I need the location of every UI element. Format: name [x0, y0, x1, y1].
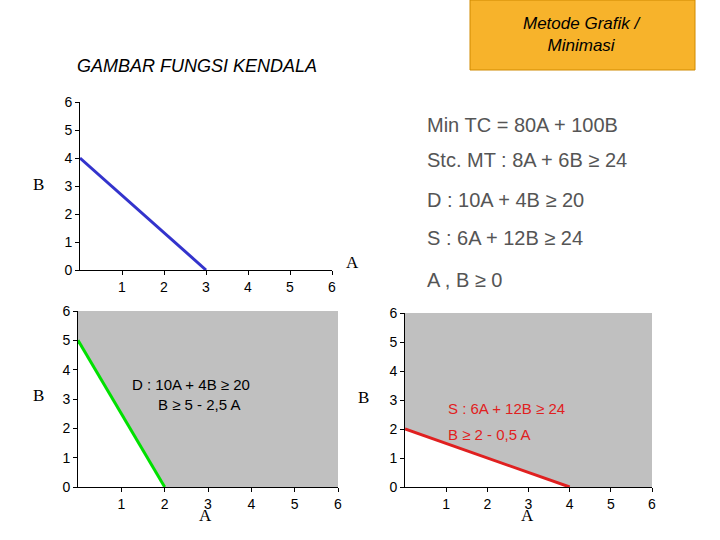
svg-text:2: 2	[62, 420, 70, 436]
svg-text:4: 4	[62, 362, 70, 378]
svg-text:6: 6	[328, 279, 336, 295]
svg-text:0: 0	[64, 262, 72, 278]
svg-text:Min TC = 80A + 100B: Min TC = 80A + 100B	[427, 114, 618, 136]
svg-text:4: 4	[247, 496, 255, 512]
svg-text:A: A	[199, 506, 212, 525]
svg-text:A: A	[346, 253, 359, 272]
svg-text:A: A	[521, 506, 534, 525]
svg-text:3: 3	[525, 496, 533, 512]
svg-text:5: 5	[291, 496, 299, 512]
svg-text:D : 10A + 4B ≥ 20: D : 10A + 4B ≥ 20	[132, 376, 250, 393]
svg-text:3: 3	[202, 279, 210, 295]
svg-text:5: 5	[389, 334, 397, 350]
svg-text:0: 0	[62, 479, 70, 495]
svg-text:B: B	[358, 388, 369, 407]
svg-text:1: 1	[62, 450, 70, 466]
svg-text:3: 3	[62, 391, 70, 407]
svg-text:B: B	[33, 175, 44, 194]
svg-text:GAMBAR FUNGSI KENDALA: GAMBAR FUNGSI KENDALA	[77, 56, 317, 76]
svg-text:1: 1	[118, 279, 126, 295]
svg-text:6: 6	[64, 94, 72, 110]
svg-text:5: 5	[64, 122, 72, 138]
svg-text:B: B	[33, 386, 44, 405]
svg-text:5: 5	[607, 496, 615, 512]
svg-text:2: 2	[389, 421, 397, 437]
svg-text:6: 6	[334, 496, 342, 512]
svg-text:S : 6A + 12B ≥ 24: S : 6A + 12B ≥ 24	[448, 400, 565, 417]
svg-text:B ≥ 5 - 2,5 A: B ≥ 5 - 2,5 A	[158, 396, 240, 413]
svg-text:4: 4	[566, 496, 574, 512]
svg-text:S : 6A + 12B ≥ 24: S : 6A + 12B ≥ 24	[427, 227, 583, 249]
svg-text:A , B ≥ 0: A , B ≥ 0	[427, 269, 502, 291]
svg-text:4: 4	[244, 279, 252, 295]
svg-text:3: 3	[64, 178, 72, 194]
svg-text:B ≥ 2 - 0,5 A: B ≥ 2 - 0,5 A	[448, 426, 530, 443]
svg-text:1: 1	[389, 450, 397, 466]
svg-text:4: 4	[64, 150, 72, 166]
svg-text:D : 10A + 4B ≥ 20: D : 10A + 4B ≥ 20	[427, 189, 584, 211]
svg-text:4: 4	[389, 363, 397, 379]
svg-text:1: 1	[64, 234, 72, 250]
svg-text:6: 6	[389, 305, 397, 321]
svg-text:6: 6	[648, 496, 656, 512]
svg-text:Metode Grafik /Minimasi: Metode Grafik /Minimasi	[523, 14, 641, 55]
svg-text:2: 2	[64, 206, 72, 222]
svg-text:2: 2	[161, 496, 169, 512]
svg-text:2: 2	[483, 496, 491, 512]
svg-text:6: 6	[62, 303, 70, 319]
svg-text:1: 1	[117, 496, 125, 512]
svg-text:1: 1	[442, 496, 450, 512]
svg-text:Stc. MT : 8A + 6B ≥ 24: Stc. MT : 8A + 6B ≥ 24	[427, 149, 627, 171]
svg-text:0: 0	[389, 479, 397, 495]
svg-text:3: 3	[204, 496, 212, 512]
svg-text:5: 5	[286, 279, 294, 295]
svg-text:5: 5	[62, 332, 70, 348]
svg-text:3: 3	[389, 392, 397, 408]
svg-text:2: 2	[160, 279, 168, 295]
